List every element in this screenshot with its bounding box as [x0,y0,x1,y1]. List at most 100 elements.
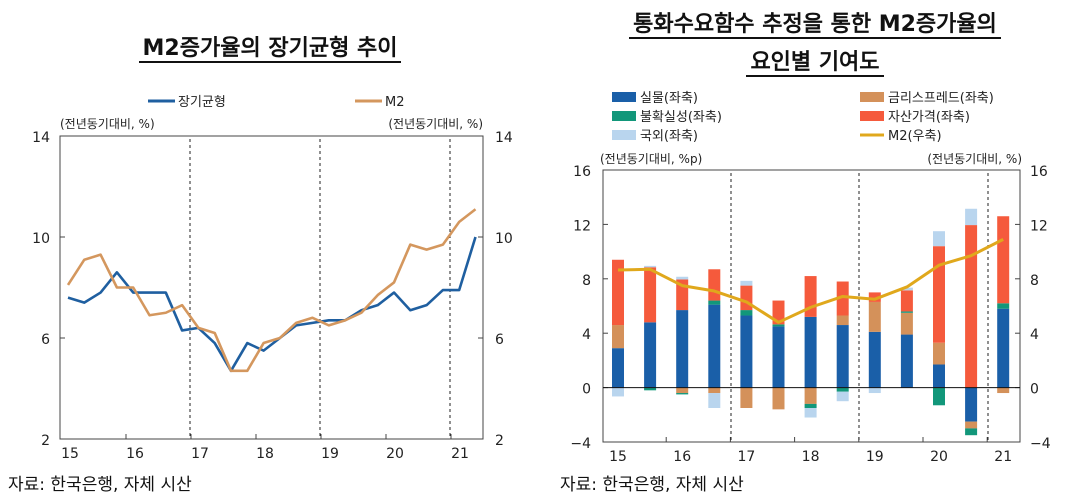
bar-segment-4-19H1 [868,387,881,394]
left-y-tick-label: 8 [582,273,591,289]
x-tick-label: 20 [930,449,948,465]
x-tick-label: 19 [866,449,884,465]
bar-segment-3-15H2 [644,267,657,323]
bar-segment-2-20H1 [933,387,945,406]
series-line-m2 [617,238,1004,324]
left-y-tick-label: 0 [582,382,591,398]
right-chart-title-line1: 통화수요함수 추정을 통한 M2증가율의 [560,6,1070,39]
legend-swatch [612,130,636,140]
legend-label: M2(우축) [888,129,942,144]
right-y-tick-label: 12 [1030,218,1048,234]
bar-segment-4-19H2 [900,287,913,291]
left-plot-frame [59,135,484,440]
bar-segment-1-20H2 [965,421,978,429]
bar-segment-1-16H2 [708,387,721,394]
bar-segment-2-19H2 [900,311,913,313]
left-y-tick-label: 4 [582,327,591,343]
bar-segment-3-16H2 [708,269,721,301]
x-tick-label: 19 [321,446,339,462]
bar-segment-0-20H1 [933,364,945,388]
x-tick-label: 17 [737,449,755,465]
right-y-tick-label: 16 [1030,164,1048,180]
series-line-long-run [67,236,477,373]
x-tick-label: 18 [256,446,274,462]
right-y-tick-label: 4 [1030,327,1039,343]
source-note-right: 자료: 한국은행, 자체 시산 [560,475,744,495]
legend-swatch [860,111,884,121]
source-note-left: 자료: 한국은행, 자체 시산 [8,475,192,495]
bar-segment-2-16H1 [676,393,689,395]
right-y-tick-label: −4 [1030,436,1051,452]
right-y-tick-label: 0 [1030,382,1039,398]
bar-segment-4-15H2 [644,265,657,268]
legend-label: M2 [385,95,405,110]
bar-segment-3-20H1 [933,246,945,343]
bar-segment-1-18H1 [804,387,817,404]
legend-label: 실물(좌축) [640,91,698,106]
bar-segment-3-19H1 [868,292,881,302]
legend-swatch [860,92,884,102]
bar-segment-3-20H2 [965,225,978,388]
right-y-tick-label: 2 [495,433,504,449]
legend-label: 금리스프레드(좌축) [888,91,994,106]
left-y-tick-label: 16 [573,164,591,180]
bar-segment-4-20H2 [965,208,978,226]
right-plot-frame [602,169,1021,443]
bar-segment-2-20H2 [965,428,978,436]
bar-segment-4-16H1 [676,276,689,280]
bar-segment-0-16H1 [676,310,689,388]
x-tick-label: 18 [802,449,820,465]
legend-swatch [612,92,636,102]
x-tick-label: 17 [191,446,209,462]
bar-segment-0-19H1 [868,331,881,388]
bar-segment-1-19H1 [868,301,881,332]
right-y-tick-label: 8 [1030,273,1039,289]
bar-segment-2-16H2 [708,300,721,305]
legend-swatch [612,111,636,121]
bar-segment-2-21H1 [997,303,1010,309]
x-tick-label: 20 [386,446,404,462]
x-tick-label: 21 [451,446,469,462]
x-tick-label: 15 [609,449,627,465]
bar-segment-4-18H1 [804,408,817,418]
bar-segment-0-19H2 [900,334,913,388]
legend-label: 불확실성(좌축) [640,110,722,125]
bar-segment-1-18H2 [836,315,849,326]
bar-segment-0-17H1 [740,315,753,388]
series-line-m2 [66,208,477,373]
bar-segment-1-15H1 [612,325,624,349]
bar-segment-1-16H1 [676,387,689,394]
bar-segment-4-20H1 [933,231,945,247]
left-y-tick-label: 12 [573,218,591,234]
bar-segment-3-17H2 [772,300,785,325]
bar-segment-3-18H2 [836,281,849,316]
bar-segment-0-18H2 [836,325,849,388]
bar-segment-3-17H1 [740,285,753,311]
bar-segment-0-18H1 [804,316,817,388]
bar-segment-1-17H2 [772,387,785,410]
bar-segment-0-20H2 [965,387,978,422]
x-tick-label: 16 [673,449,691,465]
bar-segment-2-17H2 [772,324,785,327]
bar-segment-2-17H1 [740,310,753,316]
bar-segment-4-18H2 [836,391,849,402]
bar-segment-1-21H1 [997,387,1010,394]
right-chart-title-line2: 요인별 기여도 [560,44,1070,77]
left-axis-unit: (전년동기대비, %) [60,117,155,131]
bar-segment-2-18H2 [836,387,849,392]
bar-segment-0-17H2 [772,326,785,388]
left-axis-unit: (전년동기대비, %p) [600,152,702,166]
right-y-tick-label: 10 [495,231,513,247]
right-axis-unit: (전년동기대비, %) [388,117,483,131]
bar-segment-0-21H1 [997,308,1010,388]
left-y-tick-label: 6 [41,332,50,348]
bar-segment-4-17H1 [740,280,753,286]
bar-segment-3-19H2 [900,290,913,312]
right-axis-unit: (전년동기대비, %) [927,152,1022,166]
x-tick-label: 21 [994,449,1012,465]
bar-segment-4-16H2 [708,393,721,408]
x-tick-label: 16 [126,446,144,462]
left-y-tick-label: −4 [570,436,591,452]
bar-segment-2-18H1 [804,403,817,408]
